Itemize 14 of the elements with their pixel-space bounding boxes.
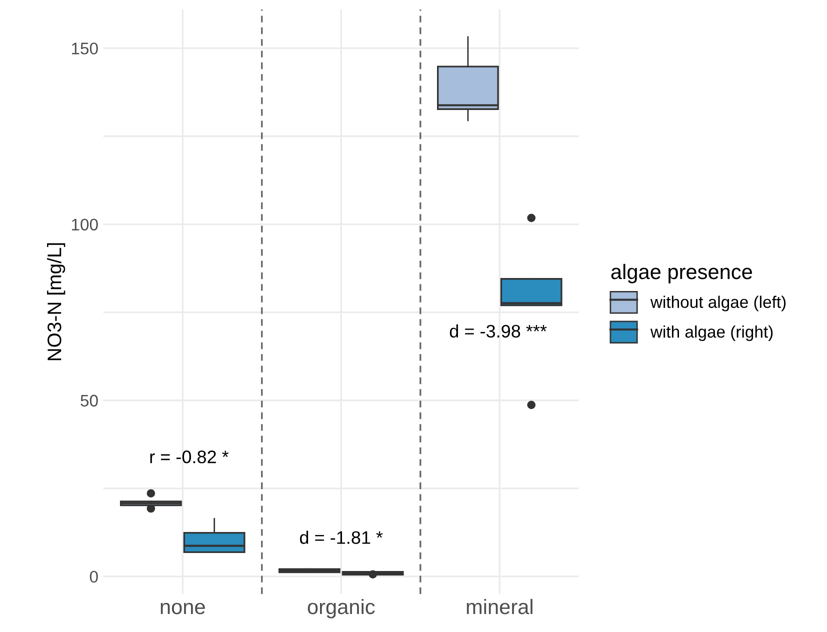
legend-label: without algae (left) bbox=[650, 296, 786, 312]
y-axis-title: NO3-N [mg/L] bbox=[47, 243, 66, 360]
x-tick-label: mineral bbox=[466, 598, 532, 614]
x-tick-label: organic bbox=[308, 598, 375, 618]
y-tick-label: 50 bbox=[80, 394, 98, 407]
legend-title: algae presence bbox=[611, 264, 752, 284]
annotation: d = -1.81 * bbox=[300, 530, 383, 544]
annotation: d = -3.98 *** bbox=[450, 324, 547, 338]
legend-label: with algae (right) bbox=[650, 325, 773, 342]
y-tick-label: 150 bbox=[72, 42, 98, 54]
x-tick-label: none bbox=[160, 602, 205, 614]
annotation: r = -0.82 * bbox=[150, 450, 229, 464]
y-tick-label: 100 bbox=[72, 218, 98, 231]
y-tick-label: 0 bbox=[90, 570, 98, 583]
